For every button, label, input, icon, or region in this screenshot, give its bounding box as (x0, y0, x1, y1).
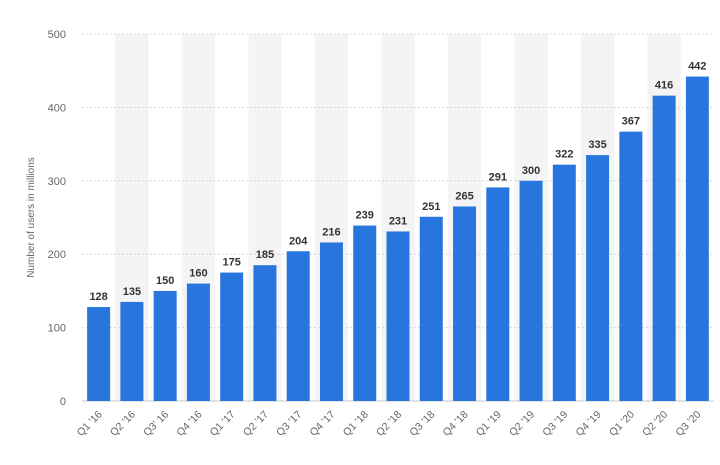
x-tick-label: Q4 '16 (174, 409, 204, 439)
data-label: 300 (522, 165, 540, 177)
bar (286, 251, 310, 401)
x-tick-label: Q3 '18 (407, 409, 437, 439)
bar (319, 242, 343, 401)
data-label: 185 (256, 249, 274, 261)
y-tick-label: 0 (60, 396, 66, 408)
x-tick-label: Q2 '20 (640, 409, 670, 439)
data-label: 265 (455, 190, 473, 202)
data-label: 335 (588, 139, 606, 151)
bar (353, 225, 377, 401)
x-tick-label: Q3 '17 (274, 409, 304, 439)
bar (586, 155, 610, 401)
bar (453, 206, 477, 401)
data-labels: 128 135 150 160 175 185 204 216 239 231 251 265 291 3… (89, 61, 706, 303)
data-label: 175 (223, 257, 241, 269)
y-tick-label: 400 (48, 102, 66, 114)
data-label: 239 (356, 210, 374, 222)
y-tick-label: 200 (48, 249, 66, 261)
data-label: 160 (189, 268, 207, 280)
data-label: 128 (89, 291, 107, 303)
data-label: 150 (156, 275, 174, 287)
y-tick-label: 300 (48, 176, 66, 188)
bar (652, 95, 676, 401)
bar (519, 180, 543, 401)
data-label: 204 (289, 235, 308, 247)
bar (87, 307, 111, 401)
y-axis-label: Number of users in millions (26, 157, 37, 278)
data-label: 231 (389, 215, 407, 227)
data-label: 251 (422, 201, 440, 213)
x-tick-label: Q1 '19 (474, 409, 504, 439)
x-tick-label: Q3 '19 (540, 409, 570, 439)
x-tick-label: Q2 '19 (507, 409, 537, 439)
x-axis-ticks: Q1 '16 Q2 '16 Q3' 16 Q4 '16 Q1 '17 Q2 '17 Q3 '… (75, 409, 704, 439)
bar (120, 301, 144, 401)
x-tick-label: Q4 '17 (307, 409, 337, 439)
x-tick-label: Q2 '17 (241, 409, 271, 439)
bar (253, 265, 277, 401)
x-tick-label: Q2 '16 (108, 409, 138, 439)
y-tick-label: 500 (48, 29, 66, 41)
data-label: 367 (622, 116, 640, 128)
x-tick-label: Q3' 16 (141, 409, 171, 439)
data-label: 135 (123, 286, 141, 298)
bar (685, 76, 709, 401)
bar (153, 290, 177, 401)
bar (419, 216, 443, 401)
bar (552, 164, 576, 401)
x-tick-label: Q4 '18 (441, 409, 471, 439)
y-axis-ticks: 0 100 200 300 400 500 (48, 29, 66, 408)
x-tick-label: Q2 '18 (374, 409, 404, 439)
x-tick-label: Q3 '20 (673, 409, 703, 439)
x-tick-label: Q1 '17 (208, 409, 238, 439)
data-label: 442 (688, 61, 706, 73)
bar (486, 187, 510, 401)
bar (220, 272, 244, 401)
x-tick-label: Q1 '20 (607, 409, 637, 439)
data-label: 216 (322, 226, 340, 238)
bar (619, 131, 643, 401)
y-tick-label: 100 (48, 323, 66, 335)
data-label: 416 (655, 80, 673, 92)
x-tick-label: Q1 '18 (341, 409, 371, 439)
bars (87, 76, 709, 401)
data-label: 291 (489, 171, 507, 183)
bar (186, 283, 210, 401)
x-tick-label: Q1 '16 (75, 409, 105, 439)
data-label: 322 (555, 149, 573, 161)
x-tick-label: Q4 '19 (574, 409, 604, 439)
bar (386, 231, 410, 401)
